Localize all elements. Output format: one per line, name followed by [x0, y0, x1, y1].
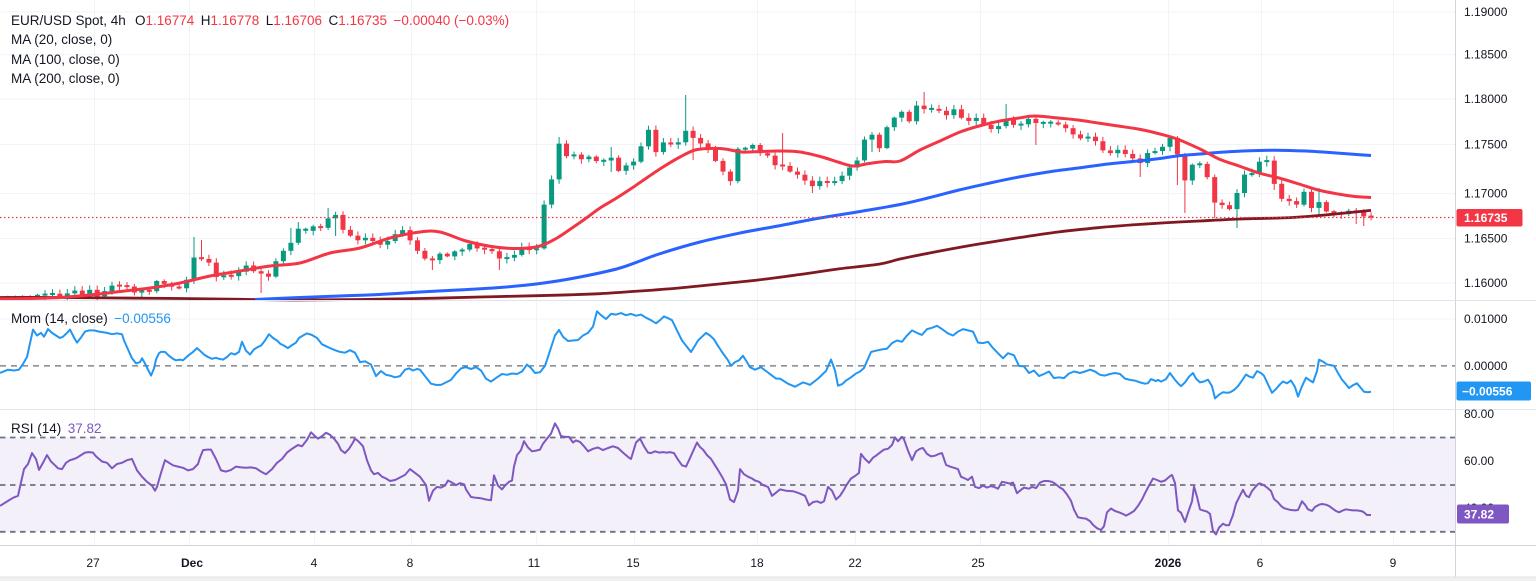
- svg-text:25: 25: [971, 556, 985, 570]
- svg-text:9: 9: [1390, 556, 1397, 570]
- svg-text:4: 4: [311, 556, 318, 570]
- svg-text:15: 15: [626, 556, 640, 570]
- svg-text:6: 6: [1257, 556, 1264, 570]
- svg-text:11: 11: [528, 556, 541, 570]
- svg-text:1.17500: 1.17500: [1464, 138, 1508, 152]
- svg-text:22: 22: [848, 556, 862, 570]
- svg-text:37.82: 37.82: [1464, 508, 1494, 522]
- svg-text:60.00: 60.00: [1464, 454, 1494, 468]
- svg-text:1.17000: 1.17000: [1464, 187, 1508, 201]
- svg-text:Dec: Dec: [181, 556, 203, 570]
- svg-text:0.01000: 0.01000: [1464, 312, 1508, 326]
- svg-text:−0.00556: −0.00556: [1462, 385, 1513, 399]
- svg-text:27: 27: [86, 556, 100, 570]
- svg-text:1.16735: 1.16735: [1464, 211, 1508, 225]
- svg-text:1.18500: 1.18500: [1464, 48, 1508, 62]
- svg-text:0.00000: 0.00000: [1464, 359, 1508, 373]
- svg-text:1.19000: 1.19000: [1464, 5, 1508, 19]
- svg-text:1.16500: 1.16500: [1464, 232, 1508, 246]
- svg-text:1.18000: 1.18000: [1464, 92, 1508, 106]
- svg-text:80.00: 80.00: [1464, 407, 1494, 421]
- svg-text:1.16000: 1.16000: [1464, 276, 1508, 290]
- svg-text:2026: 2026: [1155, 556, 1182, 570]
- svg-text:8: 8: [407, 556, 414, 570]
- svg-text:18: 18: [750, 556, 764, 570]
